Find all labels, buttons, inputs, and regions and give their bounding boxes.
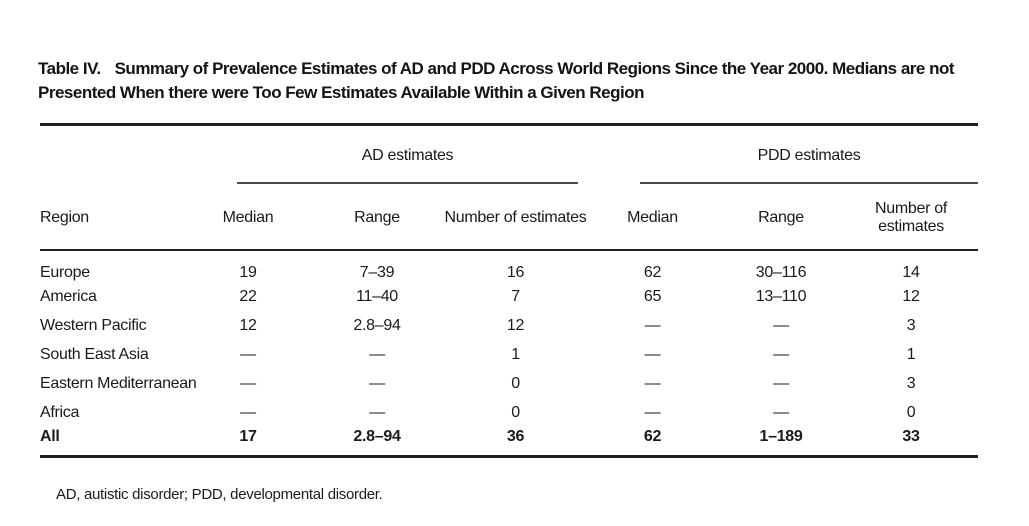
group-label-pdd: PDD estimates [640, 147, 979, 184]
cell-value: — [240, 403, 256, 421]
table-caption: Table IV. Summary of Prevalence Estimates… [38, 57, 986, 105]
cell-value: 62 [643, 264, 662, 281]
cell-value: 7 [511, 287, 520, 305]
cell-value: 11–40 [356, 287, 398, 305]
cell-value: 0 [511, 374, 520, 392]
column-header-pdd-count: Number of estimates [844, 184, 979, 251]
cell-value: 12 [902, 287, 920, 305]
cell-region: Europe [40, 264, 90, 281]
cell-value: 1–189 [759, 427, 803, 445]
cell-value: 33 [902, 427, 920, 445]
column-header-pdd-median: Median [587, 184, 718, 251]
table-row: South East Asia — — 1 — — 1 [40, 340, 978, 369]
cell-value: 12 [506, 316, 525, 334]
table-row: Western Pacific 12 2.8–94 12 — — 3 [40, 311, 978, 340]
cell-value: — [644, 345, 661, 363]
cell-value: 19 [239, 264, 257, 281]
cell-value: 14 [902, 264, 920, 281]
cell-value: 36 [506, 427, 525, 445]
cell-value: 1 [511, 345, 520, 363]
column-header-region: Region [40, 184, 186, 251]
cell-value: — [644, 316, 661, 334]
cell-value: 22 [239, 287, 257, 305]
cell-region: Eastern Mediterranean [40, 374, 197, 392]
column-header-ad-count: Number of estimates [444, 184, 587, 251]
cell-value: 30–116 [755, 264, 807, 281]
cell-value: 65 [643, 287, 662, 305]
column-header-ad-range: Range [310, 184, 444, 251]
cell-region: Africa [40, 403, 80, 421]
cell-value: — [644, 374, 661, 392]
cell-value: — [240, 345, 256, 363]
prevalence-table: AD estimates PDD estimates Region Median… [40, 123, 979, 458]
column-header-ad-median: Median [186, 184, 310, 251]
cell-value: — [369, 374, 385, 392]
table-row: Eastern Mediterranean — — 0 — — 3 [40, 369, 978, 398]
table-container: AD estimates PDD estimates Region Median… [40, 123, 979, 458]
cell-region: South East Asia [40, 345, 149, 363]
group-header-row: AD estimates PDD estimates [40, 125, 979, 185]
cell-value: — [773, 345, 789, 363]
group-cell-ad: AD estimates [186, 125, 587, 184]
table-footnote: AD, autistic disorder; PDD, developmenta… [56, 486, 383, 503]
table-label: Table IV. [38, 59, 101, 78]
table-caption-text: Summary of Prevalence Estimates of AD an… [38, 59, 955, 102]
cell-value: — [773, 403, 789, 421]
cell-value: — [369, 403, 385, 421]
table-row: Europe 19 7–39 16 62 30–116 14 [40, 250, 978, 282]
cell-value: 0 [906, 403, 916, 421]
column-header-pdd-range: Range [718, 184, 844, 251]
cell-value: — [773, 374, 789, 392]
cell-value: 1 [906, 345, 916, 363]
cell-value: 62 [643, 427, 662, 445]
cell-value: 3 [906, 374, 916, 392]
table-row: America 22 11–40 7 65 13–110 12 [40, 282, 978, 311]
cell-value: 2.8–94 [353, 316, 401, 334]
cell-value: — [773, 316, 789, 334]
cell-value: 3 [906, 316, 916, 334]
cell-value: 13–110 [755, 287, 807, 305]
cell-value: 17 [239, 427, 257, 445]
cell-value: — [240, 374, 256, 392]
cell-value: 7–39 [359, 264, 395, 281]
cell-value: — [644, 403, 661, 421]
group-spacer-cell [40, 125, 186, 185]
cell-region: All [40, 427, 60, 445]
cell-value: 0 [511, 403, 520, 421]
cell-value: 12 [239, 316, 257, 334]
cell-value: 16 [506, 264, 525, 281]
cell-value: 2.8–94 [353, 427, 401, 445]
group-cell-pdd: PDD estimates [587, 125, 979, 184]
cell-region: Western Pacific [40, 316, 147, 334]
group-label-ad: AD estimates [237, 147, 578, 184]
cell-value: — [369, 345, 385, 363]
table-row: Africa — — 0 — — 0 [40, 398, 978, 427]
column-header-row: Region Median Range Number of estimates … [40, 184, 979, 251]
table-row-total: All 17 2.8–94 36 62 1–189 33 [40, 427, 978, 456]
cell-region: America [40, 287, 97, 305]
